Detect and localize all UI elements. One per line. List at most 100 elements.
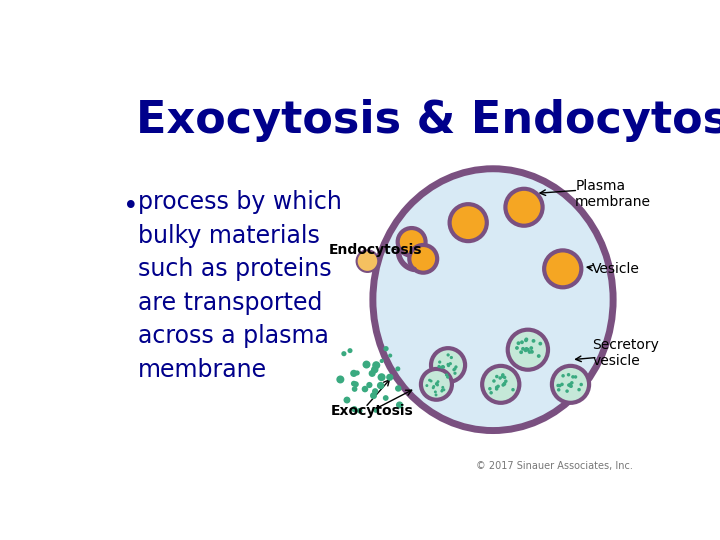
Circle shape bbox=[523, 348, 528, 352]
Circle shape bbox=[454, 367, 456, 370]
Text: process by which
bulky materials
such as proteins
are transported
across a plasm: process by which bulky materials such as… bbox=[138, 190, 342, 382]
Circle shape bbox=[446, 353, 450, 356]
Circle shape bbox=[395, 385, 402, 392]
Circle shape bbox=[567, 373, 570, 376]
Circle shape bbox=[372, 361, 380, 369]
Circle shape bbox=[371, 366, 379, 373]
Circle shape bbox=[495, 375, 498, 379]
Circle shape bbox=[574, 375, 577, 379]
Circle shape bbox=[379, 359, 384, 363]
Circle shape bbox=[537, 354, 541, 358]
Circle shape bbox=[436, 382, 438, 384]
Circle shape bbox=[501, 375, 504, 378]
Circle shape bbox=[446, 375, 449, 379]
Circle shape bbox=[501, 373, 505, 376]
Circle shape bbox=[544, 251, 581, 287]
Circle shape bbox=[377, 382, 384, 389]
Circle shape bbox=[343, 396, 351, 403]
Circle shape bbox=[488, 387, 492, 390]
Circle shape bbox=[350, 370, 357, 377]
Circle shape bbox=[446, 363, 450, 366]
Circle shape bbox=[495, 387, 498, 390]
Circle shape bbox=[530, 350, 534, 354]
Circle shape bbox=[449, 204, 487, 241]
Circle shape bbox=[441, 386, 444, 389]
Circle shape bbox=[442, 366, 445, 369]
Circle shape bbox=[396, 401, 403, 409]
Circle shape bbox=[445, 373, 448, 376]
Circle shape bbox=[362, 361, 371, 368]
Circle shape bbox=[577, 388, 581, 392]
Text: •: • bbox=[122, 194, 138, 220]
Circle shape bbox=[386, 374, 393, 381]
Circle shape bbox=[552, 366, 589, 403]
Circle shape bbox=[571, 375, 575, 379]
Circle shape bbox=[454, 366, 458, 368]
Circle shape bbox=[395, 366, 400, 372]
Circle shape bbox=[441, 389, 444, 392]
Circle shape bbox=[519, 350, 523, 354]
Circle shape bbox=[356, 251, 378, 272]
Circle shape bbox=[437, 365, 441, 368]
Circle shape bbox=[430, 380, 433, 382]
Circle shape bbox=[490, 391, 493, 395]
Circle shape bbox=[524, 338, 528, 341]
Circle shape bbox=[442, 388, 446, 392]
Text: © 2017 Sinauer Associates, Inc.: © 2017 Sinauer Associates, Inc. bbox=[476, 461, 632, 471]
Circle shape bbox=[383, 346, 389, 352]
Text: Plasma
membrane: Plasma membrane bbox=[575, 179, 651, 209]
Circle shape bbox=[449, 362, 452, 365]
Circle shape bbox=[539, 342, 542, 346]
Circle shape bbox=[503, 382, 506, 386]
Circle shape bbox=[503, 376, 506, 379]
Circle shape bbox=[511, 388, 515, 392]
Text: Exocytosis: Exocytosis bbox=[330, 403, 413, 417]
Circle shape bbox=[388, 354, 392, 357]
Circle shape bbox=[351, 406, 357, 412]
Circle shape bbox=[397, 228, 426, 256]
Circle shape bbox=[348, 348, 353, 353]
Circle shape bbox=[369, 370, 376, 377]
Circle shape bbox=[421, 369, 452, 400]
Circle shape bbox=[351, 381, 356, 387]
Circle shape bbox=[436, 383, 439, 387]
Circle shape bbox=[454, 372, 456, 375]
Circle shape bbox=[370, 392, 377, 399]
Circle shape bbox=[366, 382, 372, 388]
Circle shape bbox=[562, 374, 565, 377]
Circle shape bbox=[495, 386, 498, 389]
Circle shape bbox=[436, 380, 439, 383]
Circle shape bbox=[525, 347, 528, 351]
Circle shape bbox=[516, 341, 521, 345]
Circle shape bbox=[531, 339, 536, 343]
Circle shape bbox=[570, 384, 573, 388]
Text: Endocytosis: Endocytosis bbox=[329, 242, 422, 256]
Circle shape bbox=[409, 245, 437, 273]
Text: Vesicle: Vesicle bbox=[593, 262, 640, 276]
Text: Exocytosis & Endocytosis: Exocytosis & Endocytosis bbox=[137, 99, 720, 141]
Circle shape bbox=[521, 347, 525, 350]
Circle shape bbox=[498, 376, 502, 380]
Circle shape bbox=[372, 388, 378, 394]
Circle shape bbox=[560, 383, 564, 386]
Circle shape bbox=[580, 383, 583, 386]
Circle shape bbox=[436, 382, 438, 385]
Circle shape bbox=[441, 365, 444, 368]
Circle shape bbox=[570, 381, 574, 384]
Circle shape bbox=[438, 361, 441, 363]
Circle shape bbox=[503, 382, 506, 386]
Circle shape bbox=[450, 356, 453, 359]
Circle shape bbox=[440, 366, 444, 369]
Circle shape bbox=[504, 380, 508, 383]
Circle shape bbox=[355, 370, 360, 375]
Circle shape bbox=[426, 384, 428, 387]
Circle shape bbox=[515, 346, 519, 350]
Circle shape bbox=[336, 375, 344, 383]
Circle shape bbox=[520, 340, 524, 344]
Circle shape bbox=[428, 379, 431, 382]
Circle shape bbox=[373, 408, 378, 413]
Circle shape bbox=[352, 386, 357, 392]
Circle shape bbox=[508, 330, 548, 370]
Circle shape bbox=[434, 390, 437, 393]
Circle shape bbox=[441, 389, 444, 393]
